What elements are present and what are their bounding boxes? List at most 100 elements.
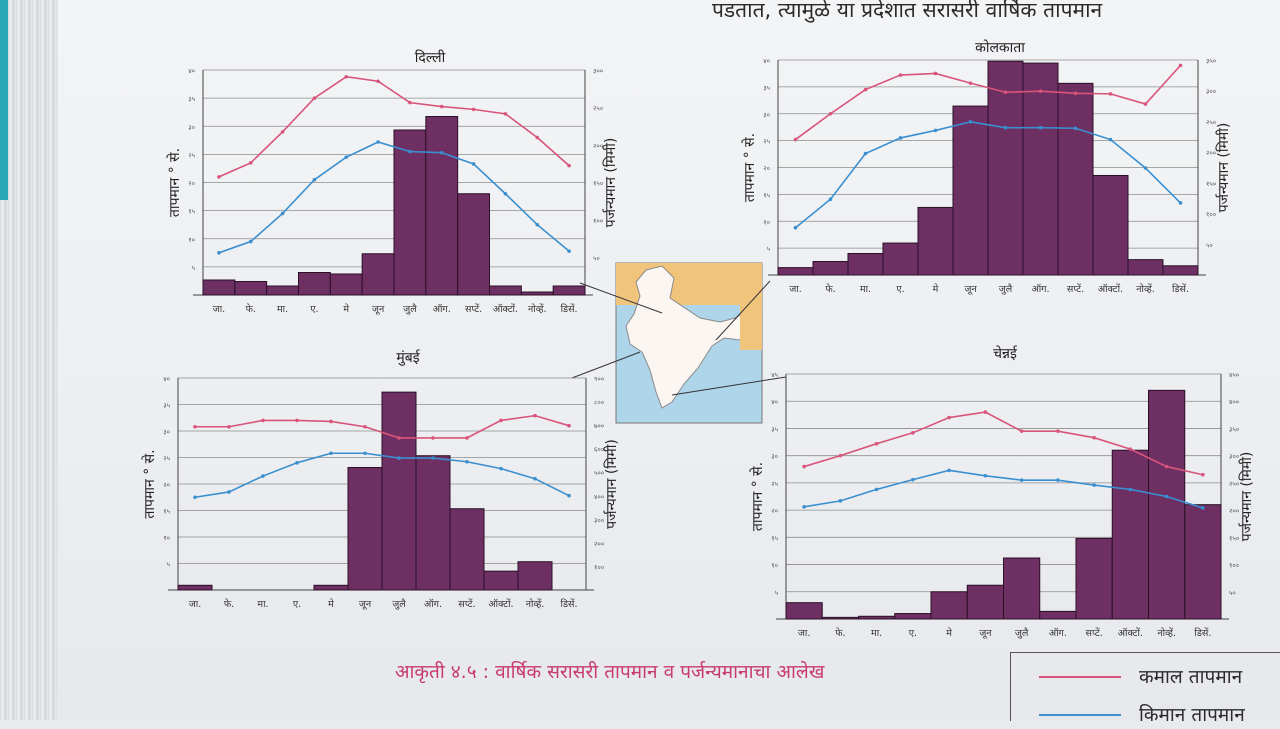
rainfall-bar xyxy=(298,272,331,296)
max-temp-line xyxy=(218,75,570,178)
min-temp-point xyxy=(465,459,469,464)
rainfall-bar xyxy=(930,591,968,620)
right-tick-label: ३५० xyxy=(1206,57,1216,65)
min-temp-point xyxy=(1128,487,1133,492)
x-tick-label: फे. xyxy=(835,627,845,639)
right-tick-label: ९०० xyxy=(594,375,604,383)
right-tick-label: २०० xyxy=(1229,507,1239,515)
rainfall-bar xyxy=(313,584,349,591)
right-tick-label: ३०० xyxy=(594,516,604,524)
x-tick-label: ए. xyxy=(310,304,318,315)
left-tick-label: २५ xyxy=(163,455,170,463)
rainfall-bar xyxy=(489,285,522,296)
right-tick-label: ५० xyxy=(1229,589,1236,597)
x-tick-label: जुलै xyxy=(403,303,417,315)
left-tick-label: १० xyxy=(771,562,778,570)
rainfall-bar xyxy=(952,105,989,276)
max-temp-point xyxy=(828,111,833,116)
min-temp-point xyxy=(217,251,221,255)
x-tick-label: मा. xyxy=(860,284,871,295)
min-temp-point xyxy=(933,128,938,133)
max-temp-point xyxy=(1092,435,1096,440)
min-temp-point xyxy=(261,474,265,478)
max-temp-point xyxy=(503,112,508,116)
rainfall-bar xyxy=(882,242,919,276)
chart-kolkata: ५ १० १५ २० २५ ३० ३५ ४० ५० १०० १५० २०० २५० ३०० ३५० जा. फे… xyxy=(741,39,1232,295)
min-temp-point xyxy=(793,225,798,230)
rainfall-bar xyxy=(1003,557,1041,620)
rainfall-bar xyxy=(177,584,213,591)
legend-item-max-temp: कमाल तापमान xyxy=(1039,663,1279,691)
x-tick-label: जून xyxy=(359,599,372,610)
y-axis-label: तापमान ° से. xyxy=(141,449,158,518)
max-temp-point xyxy=(802,464,806,469)
max-temp-point xyxy=(567,163,571,168)
min-temp-point xyxy=(983,474,988,478)
min-temp-point xyxy=(1073,126,1078,131)
min-temp-point xyxy=(1108,137,1113,142)
rainfall-bar xyxy=(266,285,299,296)
left-tick-label: ४० xyxy=(763,57,770,65)
min-temp-point xyxy=(898,136,903,140)
x-tick-label: नोव्हें. xyxy=(1157,627,1176,639)
left-tick-label: ३० xyxy=(163,428,170,436)
min-temp-point xyxy=(503,191,508,196)
max-temp-point xyxy=(1003,90,1008,95)
min-temp-point xyxy=(1038,125,1043,130)
right-tick-label: ३०० xyxy=(593,67,603,75)
left-tick-label: २५ xyxy=(763,138,770,146)
right-tick-label: २५० xyxy=(1229,480,1239,488)
right-tick-label: ३०० xyxy=(1206,88,1216,96)
max-temp-point xyxy=(933,71,938,76)
chart-delhi: ५ १० १५ २० २५ ३० ३५ ४० ५० १०० १५० २०० २५० ३०० जा. फे. मा… xyxy=(166,49,619,315)
rainfall-bar xyxy=(425,116,459,296)
header-text-line: पडतात, त्यामुळे या प्रदेशात सरासरी वार्ष… xyxy=(712,0,1103,22)
right-tick-label: ४५० xyxy=(1229,371,1239,379)
min-temp-point xyxy=(874,487,879,492)
rainfall-bar xyxy=(812,260,849,276)
left-tick-label: १० xyxy=(188,236,195,244)
x-tick-label: सप्टें. xyxy=(458,598,475,610)
right-tick-label: २५० xyxy=(1206,118,1216,126)
legend-line-min-temp xyxy=(1039,714,1121,716)
x-tick-label: ऑक्टों. xyxy=(488,598,513,610)
left-tick-label: ४० xyxy=(163,375,170,383)
x-tick-label: जा. xyxy=(789,284,802,295)
max-temp-point xyxy=(408,100,412,105)
min-temp-line xyxy=(194,452,570,499)
min-temp-point xyxy=(397,456,401,460)
left-tick-label: २० xyxy=(771,507,778,515)
rainfall-bar xyxy=(449,508,485,591)
x-tick-label: फे. xyxy=(825,283,835,295)
x-tick-label: डिसें. xyxy=(1194,627,1211,639)
rainfall-bar xyxy=(393,129,427,296)
x-tick-label: नोव्हें. xyxy=(526,598,545,610)
right-tick-label: २०० xyxy=(593,142,603,150)
left-tick-label: ३० xyxy=(771,453,778,461)
max-temp-point xyxy=(280,130,285,134)
min-temp-point xyxy=(947,468,951,473)
min-temp-point xyxy=(312,177,317,182)
max-temp-point xyxy=(363,424,367,429)
x-tick-label: सप्टें. xyxy=(1086,627,1103,639)
x-tick-label: ऑक्टों. xyxy=(1098,283,1123,295)
x-tick-label: फे. xyxy=(224,598,234,610)
left-tick-label: १५ xyxy=(163,508,170,516)
min-temp-point xyxy=(1143,166,1148,170)
min-temp-point xyxy=(280,211,285,216)
rainfall-bar xyxy=(483,570,519,591)
left-tick-label: ४० xyxy=(771,398,778,406)
left-tick-label: १५ xyxy=(188,208,195,216)
max-temp-point xyxy=(1108,92,1113,96)
legend-label-min-temp: किमान तापमान xyxy=(1139,704,1245,726)
min-temp-point xyxy=(193,495,197,500)
max-temp-line xyxy=(795,64,1182,141)
max-temp-point xyxy=(983,410,988,414)
max-temp-point xyxy=(874,441,879,446)
rainfall-bar xyxy=(821,616,859,620)
rainfall-bar xyxy=(517,561,553,591)
x-tick-label: जून xyxy=(979,628,992,639)
min-temp-point xyxy=(295,461,299,465)
rainfall-bar xyxy=(1184,504,1222,620)
max-temp-point xyxy=(968,81,973,85)
